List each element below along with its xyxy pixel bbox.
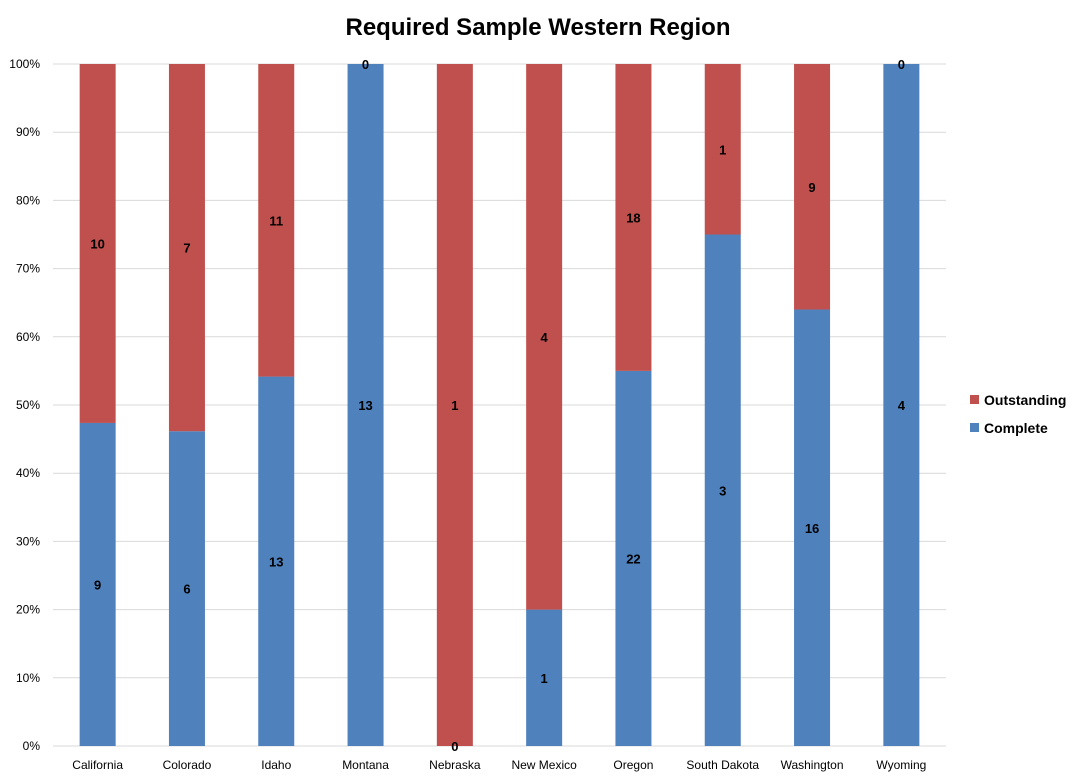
data-label: 13 [358, 398, 372, 413]
legend-swatch [970, 395, 979, 404]
bar-outstanding-south-dakota [704, 64, 741, 235]
x-tick-label: South Dakota [686, 758, 759, 772]
bar-outstanding-new-mexico [526, 64, 563, 610]
bar-outstanding-nebraska [436, 64, 473, 746]
bar-complete-new-mexico [526, 609, 563, 746]
bar-complete-idaho [258, 376, 295, 746]
x-tick-label: Washington [781, 758, 844, 772]
bar-complete-montana [347, 64, 384, 746]
bar-outstanding-oregon [615, 64, 652, 371]
bar-outstanding-california [79, 64, 116, 423]
y-tick-label: 70% [16, 262, 40, 276]
x-tick-label: Idaho [261, 758, 291, 772]
data-label: 6 [183, 582, 190, 597]
legend-label: Complete [984, 420, 1048, 436]
data-label: 9 [808, 180, 815, 195]
data-label: 1 [719, 142, 726, 157]
data-label: 13 [269, 554, 283, 569]
data-label: 1 [541, 671, 548, 686]
x-tick-label: Oregon [613, 758, 653, 772]
y-axis-ticks: 0% 10% 20% 30% 40% 50% 60% 70% 80% 90% 100% [9, 57, 40, 753]
data-label: 22 [626, 551, 640, 566]
bars [79, 64, 920, 746]
bar-complete-colorado [168, 431, 205, 746]
data-label: 9 [94, 577, 101, 592]
bar-complete-oregon [615, 370, 652, 746]
data-label: 4 [898, 398, 906, 413]
bar-outstanding-washington [794, 64, 831, 310]
bar-complete-south-dakota [704, 234, 741, 746]
x-tick-label: Colorado [163, 758, 212, 772]
legend-swatch [970, 423, 979, 432]
x-tick-label: Montana [342, 758, 389, 772]
chart-title: Required Sample Western Region [346, 14, 731, 41]
y-tick-label: 0% [23, 739, 41, 753]
x-tick-label: Wyoming [876, 758, 926, 772]
y-tick-label: 40% [16, 466, 40, 480]
bar-complete-wyoming [883, 64, 920, 746]
x-tick-label: California [72, 758, 123, 772]
y-tick-label: 80% [16, 193, 40, 207]
x-tick-label: Nebraska [429, 758, 481, 772]
y-tick-label: 100% [9, 57, 40, 71]
data-label: 18 [626, 210, 640, 225]
bar-outstanding-colorado [168, 64, 205, 432]
y-tick-label: 60% [16, 330, 40, 344]
data-label: 16 [805, 521, 819, 536]
data-label: 0 [451, 739, 458, 754]
bar-complete-california [79, 422, 116, 746]
legend: Outstanding Complete [970, 392, 1066, 436]
data-label: 11 [269, 213, 283, 228]
data-label: 4 [541, 330, 549, 345]
x-tick-label: New Mexico [511, 758, 577, 772]
data-label: 3 [719, 483, 726, 498]
y-tick-label: 30% [16, 534, 40, 548]
data-label: 0 [362, 57, 369, 72]
y-tick-label: 20% [16, 603, 40, 617]
y-tick-label: 90% [16, 125, 40, 139]
bar-complete-washington [794, 309, 831, 746]
data-label: 7 [183, 241, 190, 256]
x-axis-ticks: California Colorado Idaho Montana Nebraska Ne… [72, 758, 926, 772]
bar-outstanding-idaho [258, 64, 295, 377]
data-label: 0 [898, 57, 905, 72]
y-tick-label: 50% [16, 398, 40, 412]
y-tick-label: 10% [16, 671, 40, 685]
legend-label: Outstanding [984, 392, 1066, 408]
data-label: 1 [451, 398, 458, 413]
data-label: 10 [90, 236, 104, 251]
